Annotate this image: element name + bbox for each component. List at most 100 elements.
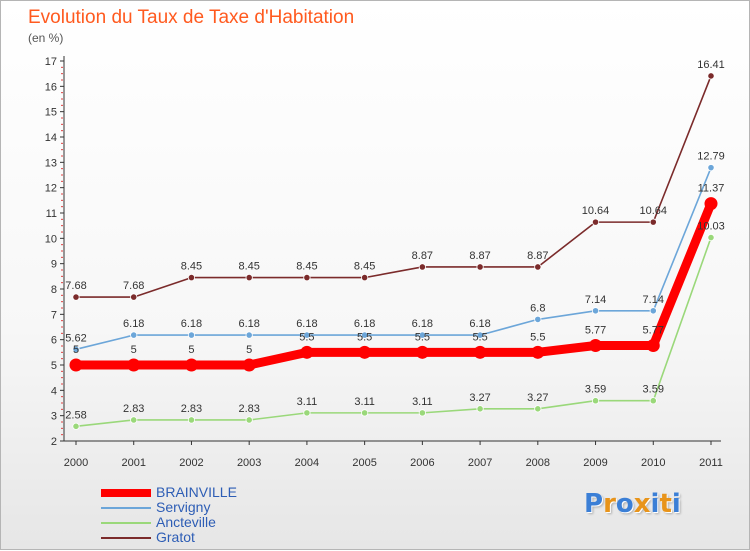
data-label-ancteville: 3.59 xyxy=(643,384,664,396)
data-label-brainville: 5.5 xyxy=(415,331,430,343)
data-label-brainville: 5 xyxy=(246,344,252,356)
y-tick-label: 15 xyxy=(45,107,57,119)
logo-letter: r xyxy=(603,489,616,519)
data-label-brainville: 5.5 xyxy=(299,331,314,343)
data-label-servigny: 12.79 xyxy=(697,151,725,163)
data-label-gratot: 8.45 xyxy=(296,261,317,273)
series-line-ancteville xyxy=(75,237,712,428)
x-tick-label: 2006 xyxy=(410,457,434,469)
data-label-gratot: 8.87 xyxy=(527,250,548,262)
x-tick-label: 2007 xyxy=(468,457,492,469)
point-servigny xyxy=(534,315,542,323)
point-gratot xyxy=(303,273,311,282)
data-label-ancteville: 3.11 xyxy=(354,396,375,408)
data-label-ancteville: 3.11 xyxy=(412,396,433,408)
y-tick-label: 11 xyxy=(46,208,57,220)
data-label-gratot: 8.87 xyxy=(469,250,490,262)
logo-letter: o xyxy=(615,489,634,519)
x-tick-label: 2010 xyxy=(641,457,665,469)
data-label-servigny: 6.18 xyxy=(469,318,490,330)
point-ancteville xyxy=(187,416,196,424)
data-label-brainville: 11.37 xyxy=(698,183,725,195)
legend-swatch xyxy=(101,522,151,524)
series-line-gratot xyxy=(76,75,712,298)
data-label-gratot: 10.64 xyxy=(640,205,668,217)
point-ancteville xyxy=(130,416,138,424)
data-label-brainville: 5.5 xyxy=(472,331,487,343)
x-tick-label: 2005 xyxy=(352,457,376,469)
point-gratot xyxy=(476,263,484,271)
point-servigny xyxy=(649,307,657,315)
series-line-servigny xyxy=(75,167,712,351)
data-label-ancteville: 3.27 xyxy=(527,392,548,404)
point-brainville xyxy=(300,345,314,359)
y-tick-label: 12 xyxy=(45,183,57,195)
data-label-servigny: 6.18 xyxy=(354,318,375,330)
data-label-brainville: 5.5 xyxy=(530,331,545,343)
point-gratot xyxy=(707,72,715,80)
point-brainville xyxy=(127,358,141,372)
legend-swatch xyxy=(101,489,151,497)
data-label-ancteville: 3.27 xyxy=(469,392,490,404)
point-servigny xyxy=(130,331,138,339)
point-servigny xyxy=(187,331,196,339)
y-tick-label: 5 xyxy=(51,360,57,372)
point-ancteville xyxy=(534,405,542,413)
x-tick-label: 2003 xyxy=(237,457,261,469)
point-brainville xyxy=(589,338,603,352)
point-brainville xyxy=(184,358,198,372)
data-label-gratot: 8.45 xyxy=(181,261,202,273)
point-ancteville xyxy=(361,409,369,417)
logo-letter: x xyxy=(633,489,651,519)
x-tick-label: 2002 xyxy=(179,457,203,469)
logo-letter: i xyxy=(650,489,660,519)
point-servigny xyxy=(303,331,311,339)
point-servigny xyxy=(591,307,600,315)
data-label-brainville: 5.5 xyxy=(357,331,372,343)
logo-letter: i xyxy=(671,489,681,519)
data-label-gratot: 16.41 xyxy=(697,59,725,71)
point-gratot xyxy=(245,273,253,282)
data-label-gratot: 8.45 xyxy=(238,261,259,273)
point-gratot xyxy=(72,293,80,301)
point-ancteville xyxy=(418,409,426,417)
data-label-ancteville: 2.58 xyxy=(65,409,86,421)
point-ancteville xyxy=(591,397,600,405)
data-label-brainville: 5 xyxy=(188,344,194,356)
point-brainville xyxy=(646,338,660,352)
data-label-gratot: 7.68 xyxy=(65,280,86,292)
legend-label: Servigny xyxy=(156,499,211,515)
point-servigny xyxy=(361,331,369,339)
data-labels: 5 5 5 5 5.5 5.5 5.5 5.5 5.5 5.77 5.77 11.37 5.62 6.18… xyxy=(65,59,724,421)
legend-label: BRAINVILLE xyxy=(156,484,237,500)
chart-title: Evolution du Taux de Taxe d'Habitation xyxy=(28,7,355,28)
point-servigny xyxy=(418,331,426,339)
unit-label: (en %) xyxy=(28,31,64,45)
point-gratot xyxy=(591,218,600,226)
y-tick-label: 8 xyxy=(51,284,57,296)
legend-label: Ancteville xyxy=(156,514,216,530)
data-label-gratot: 8.45 xyxy=(354,261,375,273)
data-label-servigny: 6.8 xyxy=(530,302,545,314)
point-brainville xyxy=(415,345,429,359)
series-markers xyxy=(69,72,718,430)
data-label-servigny: 6.18 xyxy=(296,318,317,330)
data-label-brainville: 5 xyxy=(131,344,137,356)
point-gratot xyxy=(130,293,138,301)
data-label-brainville: 5 xyxy=(73,344,79,356)
point-ancteville xyxy=(707,233,715,242)
data-label-gratot: 7.68 xyxy=(123,280,144,292)
logo-letter: P xyxy=(584,489,604,519)
data-label-ancteville: 3.11 xyxy=(297,396,318,408)
data-label-servigny: 7.14 xyxy=(585,294,606,306)
x-tick-label: 2008 xyxy=(526,457,550,469)
axes: 2 3 4 5 6 7 8 9 10 11 12 13 14 15 16 17 2000 2001 2002 2003… xyxy=(45,56,723,469)
data-label-ancteville: 2.83 xyxy=(123,403,144,415)
point-servigny xyxy=(707,164,715,172)
point-gratot xyxy=(649,218,657,226)
point-gratot xyxy=(534,263,542,271)
data-label-brainville: 5.77 xyxy=(643,324,664,336)
point-ancteville xyxy=(649,397,657,405)
